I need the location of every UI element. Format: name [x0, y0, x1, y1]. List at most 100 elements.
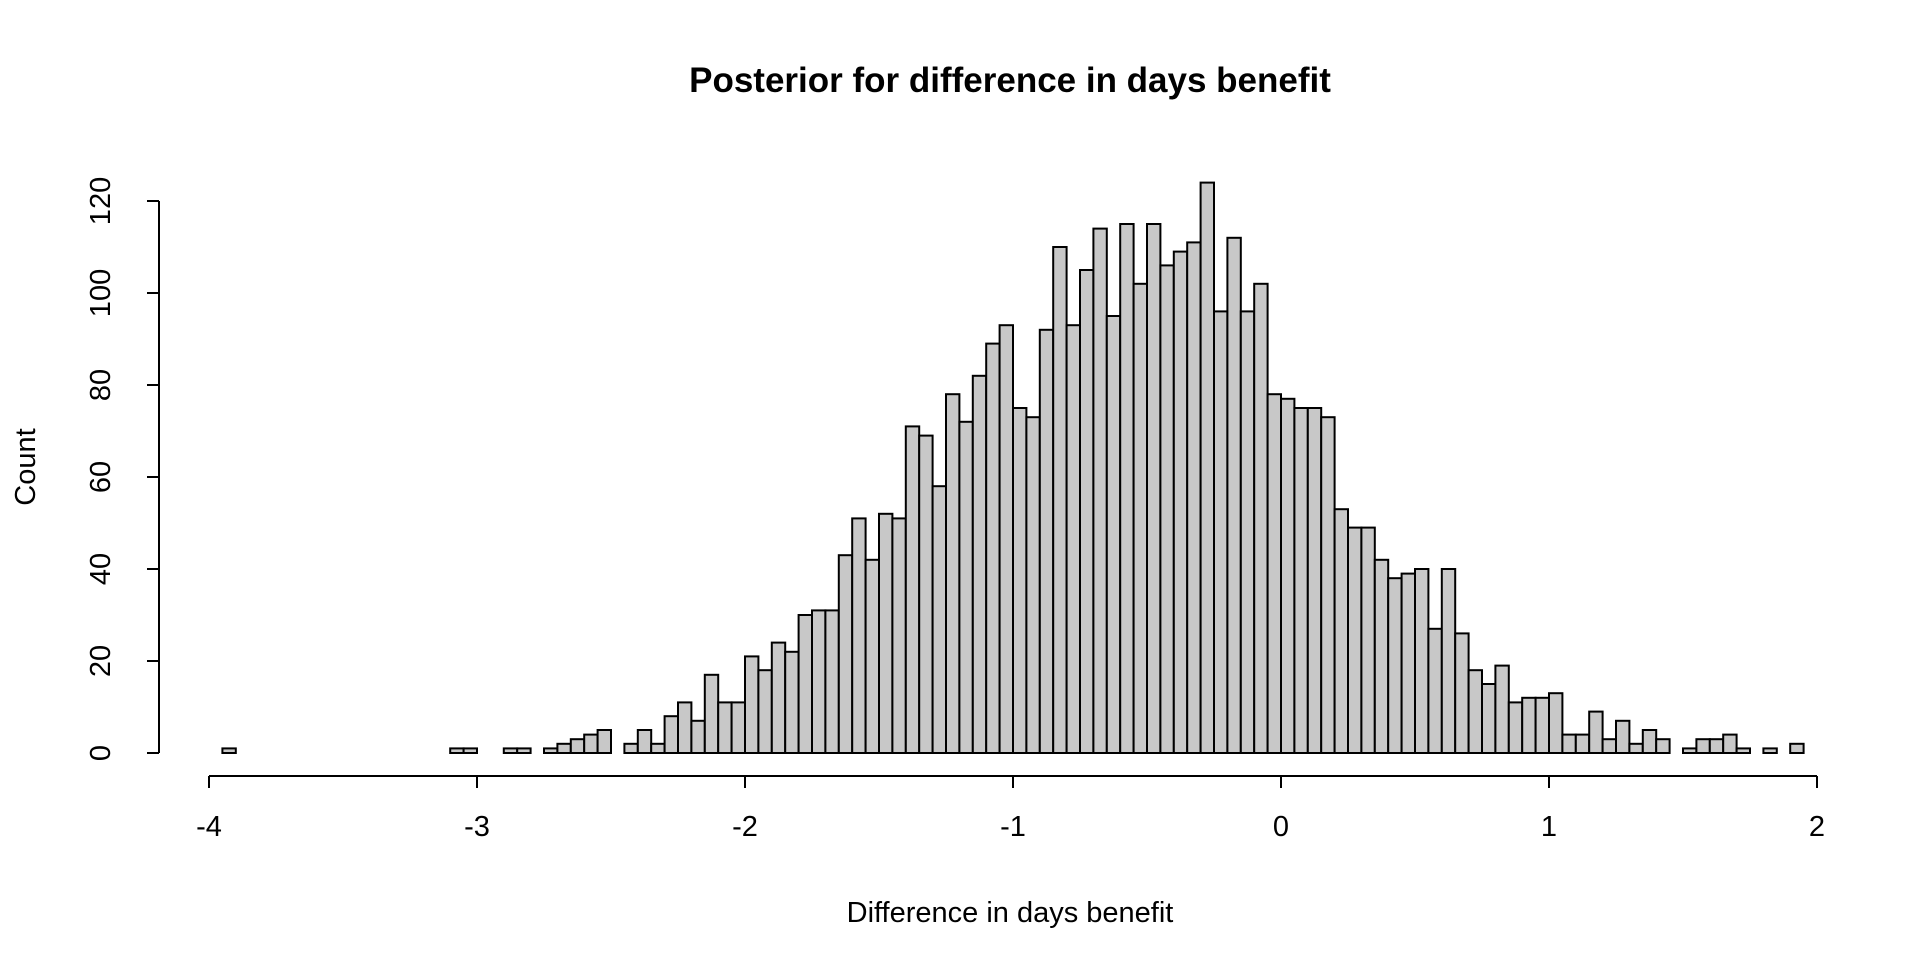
histogram-bar [1789, 742, 1805, 754]
x-axis-label: Difference in days benefit [847, 897, 1174, 929]
histogram-bar [1682, 747, 1698, 755]
histogram-bar [1038, 328, 1055, 754]
bars-group [221, 181, 1805, 755]
histogram-bar [1601, 738, 1617, 755]
histogram-bar [797, 614, 813, 754]
histogram-bar [985, 342, 1001, 754]
histogram-bar [663, 715, 679, 755]
histogram-bar [1360, 526, 1376, 754]
histogram-bar [1079, 269, 1095, 754]
histogram-bar [1561, 733, 1577, 754]
histogram-bar [998, 324, 1014, 754]
x-tick-label: -2 [732, 811, 758, 843]
histogram-bar [1641, 729, 1658, 754]
histogram-bar [1762, 747, 1778, 755]
histogram-bar [878, 512, 894, 754]
histogram-bar [1253, 282, 1269, 754]
histogram-bar [931, 485, 947, 754]
x-tick-label: -3 [464, 811, 490, 843]
histogram-bar [1132, 282, 1148, 754]
histogram-bar [650, 742, 666, 754]
histogram-bar [1427, 627, 1443, 754]
histogram-bar [1146, 223, 1162, 754]
histogram-bar [690, 719, 706, 754]
histogram-bar [945, 393, 961, 754]
histogram-bar [1239, 310, 1256, 754]
y-axis: 0 20 40 60 80 100 120 [85, 177, 160, 761]
histogram-bar [543, 747, 559, 755]
histogram-bar [1172, 250, 1189, 754]
histogram-bar [1199, 181, 1215, 755]
histogram-bar [1373, 558, 1390, 754]
histogram-bar [1119, 223, 1135, 754]
histogram-bar [1213, 310, 1229, 754]
histogram-bar [1414, 568, 1430, 754]
histogram-bar [1548, 692, 1564, 755]
histogram-bar [449, 747, 465, 755]
y-tick-label: 20 [85, 645, 117, 677]
histogram-bar [1695, 738, 1711, 755]
y-axis-label: Count [10, 428, 42, 505]
histogram-bar [717, 701, 733, 755]
histogram-bar [824, 609, 840, 755]
histogram-bar [1092, 227, 1108, 755]
y-tick-label: 40 [85, 553, 117, 585]
histogram-bar [1481, 683, 1497, 754]
histogram-bar [1186, 241, 1202, 754]
chart-title: Posterior for difference in days benefit [689, 61, 1331, 100]
histogram-bar [811, 609, 827, 755]
histogram-bar [1628, 742, 1644, 754]
x-tick-label: 1 [1541, 811, 1557, 843]
histogram-bar [837, 554, 854, 755]
histogram-bar [1708, 738, 1725, 755]
histogram-bar [1400, 572, 1416, 754]
histogram-bar [1105, 315, 1122, 754]
histogram-bar [596, 729, 612, 754]
histogram-bar [516, 747, 532, 755]
x-tick-label: -4 [196, 811, 222, 843]
histogram-bar [1306, 407, 1323, 754]
histogram-bar [1440, 568, 1457, 754]
histogram-bar [757, 669, 773, 755]
histogram-bar [636, 729, 653, 754]
histogram-bar [1025, 416, 1041, 754]
histogram-bar [1454, 632, 1470, 755]
histogram-bar [1521, 696, 1537, 754]
histogram-bar [770, 641, 787, 754]
y-tick-label: 80 [85, 369, 117, 401]
histogram-bar [891, 517, 907, 755]
x-tick-label: 0 [1273, 811, 1289, 843]
histogram-bar [864, 558, 880, 754]
x-tick-label: -1 [1000, 811, 1026, 843]
histogram-bar [1655, 738, 1671, 755]
histogram-bar [1735, 747, 1751, 755]
histogram-bar [1387, 577, 1403, 755]
histogram-bar [744, 655, 760, 755]
histogram-bar [958, 420, 974, 754]
y-tick-label: 60 [85, 461, 117, 493]
y-tick-label: 0 [85, 745, 117, 761]
histogram-bar [221, 747, 237, 755]
histogram-bar [1494, 664, 1510, 754]
histogram-bar [784, 650, 800, 754]
x-axis: -4 -3 -2 -1 0 1 2 [196, 775, 1825, 843]
x-tick-label: 2 [1809, 811, 1825, 843]
histogram-bar [1507, 701, 1524, 755]
histogram-bar [904, 425, 921, 754]
histogram-bar [1293, 407, 1309, 754]
histogram-bar [971, 374, 988, 754]
histogram-bar [556, 742, 572, 754]
histogram-bar [1266, 393, 1282, 754]
histogram-bar [730, 701, 746, 755]
histogram-bar [677, 701, 693, 755]
histogram-bar [1226, 236, 1242, 755]
histogram-bar [1012, 407, 1028, 754]
histogram-bar [1065, 324, 1081, 754]
histogram-bar [1333, 508, 1349, 755]
histogram-bar [1574, 733, 1591, 754]
histogram-bar [918, 434, 934, 754]
histogram-bar [583, 733, 599, 754]
histogram-bar [1722, 733, 1738, 754]
